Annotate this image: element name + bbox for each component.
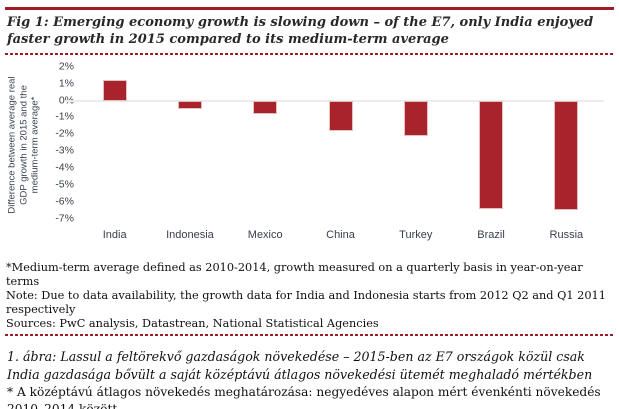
x-tick-label-russia: Russia: [549, 228, 584, 241]
x-tick-label-indonesia: Indonesia: [166, 228, 214, 241]
y-tick-label: -6%: [55, 195, 74, 208]
plot-area: [65, 67, 604, 219]
x-tick-label-brazil: Brazil: [477, 228, 505, 241]
figure-title: Fig 1: Emerging economy growth is slowin…: [7, 14, 594, 47]
bar-china: [328, 100, 353, 131]
y-tick-label: -5%: [55, 178, 74, 191]
bar-india: [102, 80, 127, 101]
caption-title: 1. ábra: Lassul a feltörekvő gazdaságok …: [7, 348, 593, 382]
y-axis-title-wrap: Difference between average real GDP grow…: [5, 69, 43, 221]
chart-footnotes: *Medium-term average defined as 2010-201…: [5, 261, 614, 331]
footnote-divider-dashed: [5, 333, 614, 336]
title-divider-dashed: [5, 52, 614, 55]
x-tick-label-china: China: [326, 228, 355, 241]
x-tick-label-mexico: Mexico: [247, 228, 283, 241]
footnote-definition: *Medium-term average defined as 2010-201…: [6, 260, 583, 288]
y-tick-label: 1%: [58, 77, 74, 90]
caption-footnote: * A középtávú átlagos növekedés meghatár…: [7, 384, 601, 409]
hungarian-caption: 1. ábra: Lassul a feltörekvő gazdaságok …: [5, 348, 614, 409]
footnote-sources: Sources: PwC analysis, Datastrean, Natio…: [6, 316, 379, 330]
y-tick-label: -3%: [55, 144, 74, 157]
y-axis-title: Difference between average real GDP grow…: [6, 76, 41, 214]
y-tick-label: -7%: [55, 212, 74, 225]
bar-turkey: [403, 100, 428, 137]
bar-chart: Difference between average real GDP grow…: [5, 60, 614, 224]
y-axis-ticks: 2%1%0%-1%-2%-3%-4%-5%-6%-7%: [43, 60, 77, 224]
top-rule: [5, 7, 614, 10]
bar-russia: [554, 100, 579, 211]
x-tick-label-turkey: Turkey: [399, 228, 433, 241]
y-tick-label: -1%: [55, 110, 74, 123]
x-tick-label-india: India: [102, 228, 127, 241]
bar-mexico: [253, 100, 278, 115]
bar-brazil: [479, 100, 504, 209]
bar-indonesia: [177, 100, 202, 110]
y-tick-label: 2%: [58, 60, 74, 73]
y-tick-label: -2%: [55, 127, 74, 140]
x-axis-labels: India Indonesia Mexico China Turkey Brazil Rus…: [77, 229, 604, 247]
y-tick-label: -4%: [55, 161, 74, 174]
footnote-note: Note: Due to data availability, the grow…: [6, 288, 606, 316]
